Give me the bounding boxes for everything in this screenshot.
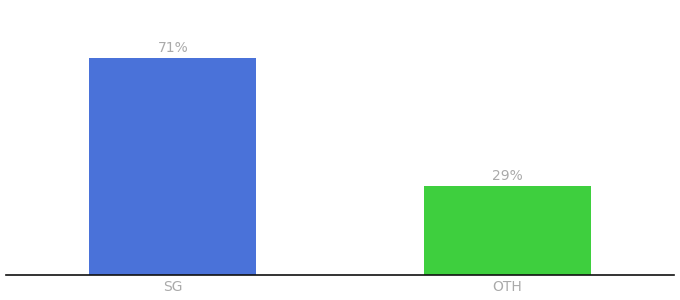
Text: 29%: 29% bbox=[492, 169, 523, 183]
Text: 71%: 71% bbox=[157, 40, 188, 55]
Bar bbox=[424, 186, 591, 275]
Bar bbox=[89, 58, 256, 275]
